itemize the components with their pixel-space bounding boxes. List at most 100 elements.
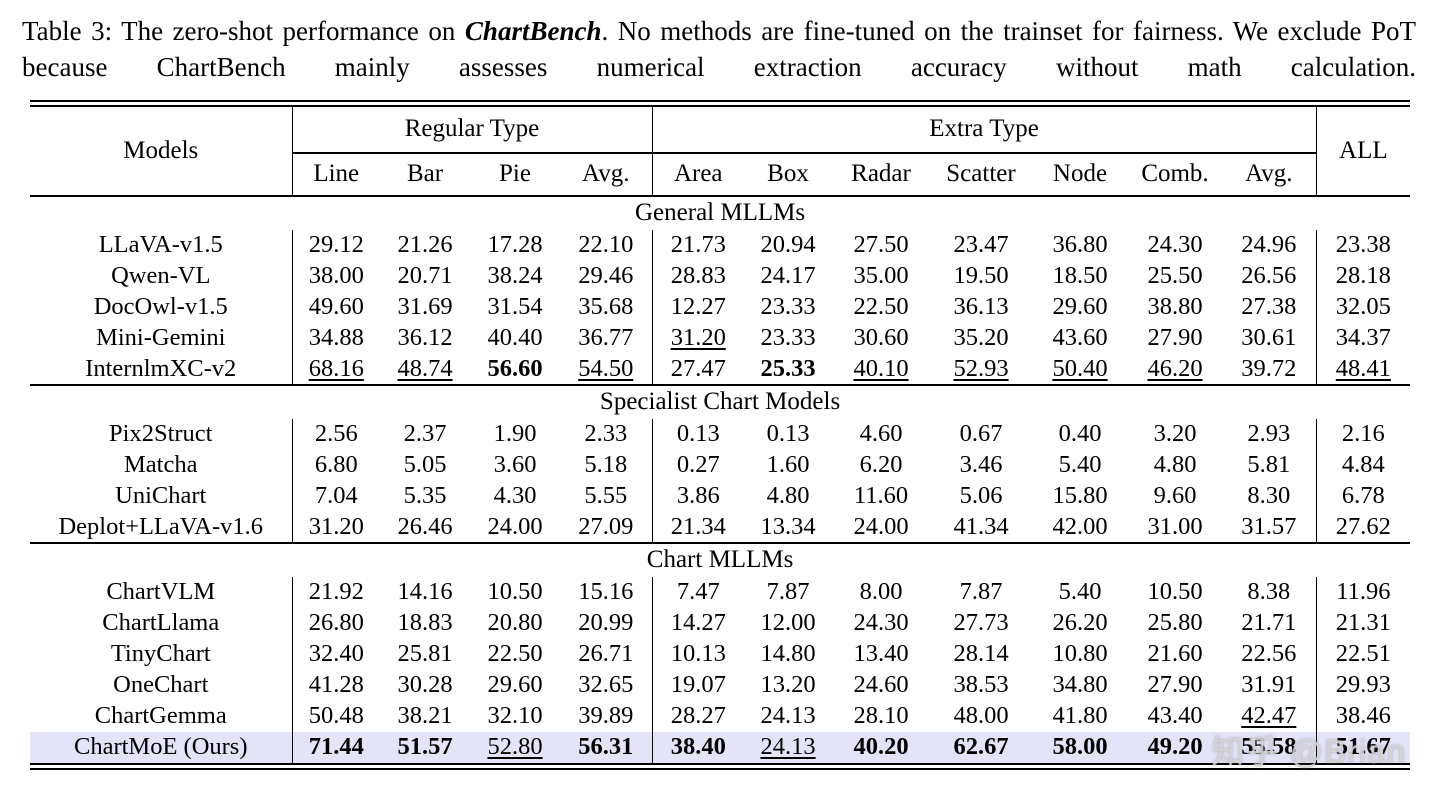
score-cell: 28.10	[853, 702, 909, 730]
score-cell: 29.46	[578, 262, 634, 290]
score-cell: 41.80	[1052, 702, 1108, 730]
score-cell: 5.40	[1058, 451, 1102, 479]
table-row: Qwen-VL 38.00 20.71 38.24 29.46 28.83 24.17 35.…	[30, 260, 1411, 292]
score-cell: 3.60	[493, 451, 537, 479]
col-header-radar: Radar	[832, 152, 930, 197]
score-cell: 26.20	[1052, 609, 1108, 637]
score-cell: 43.40	[1147, 702, 1203, 730]
score-cell: 36.80	[1052, 231, 1108, 259]
score-cell: 11.96	[1315, 576, 1411, 608]
model-name: ChartMoE (Ours)	[73, 733, 248, 761]
section-header-row: Specialist Chart Models	[30, 383, 1411, 419]
score-cell: 0.40	[1058, 420, 1102, 448]
caption-text-before: Table 3: The zero-shot performance on	[22, 16, 465, 46]
score-cell: 48.00	[953, 702, 1009, 730]
score-cell: 8.00	[859, 578, 903, 606]
score-cell: 27.47	[651, 353, 744, 385]
score-cell: 10.50	[1147, 578, 1203, 606]
section-title: Chart MLLMs	[30, 541, 1411, 577]
score-cell: 36.77	[578, 324, 634, 352]
score-cell: 18.83	[397, 609, 453, 637]
group-header-row: Models Regular Type Extra Type ALL	[30, 106, 1411, 197]
score-cell: 7.04	[291, 480, 380, 512]
model-name: UniChart	[115, 482, 207, 510]
score-cell: 27.90	[1147, 671, 1203, 699]
score-cell: 52.80	[487, 733, 543, 761]
score-cell: 42.47	[1241, 702, 1297, 730]
score-cell: 55.58	[1241, 733, 1297, 761]
score-cell: 11.60	[853, 482, 909, 510]
score-cell: 26.71	[578, 640, 634, 668]
score-cell: 6.78	[1315, 480, 1411, 512]
score-cell: 29.12	[291, 229, 380, 261]
score-cell: 28.83	[651, 260, 744, 292]
score-cell: 21.31	[1315, 607, 1411, 639]
table-row: ChartGemma 50.48 38.21 32.10 39.89 28.27 24.13…	[30, 700, 1411, 732]
score-cell: 26.80	[291, 607, 380, 639]
score-cell: 20.94	[760, 231, 816, 259]
score-cell: 42.00	[1052, 512, 1108, 540]
score-cell: 48.41	[1315, 353, 1411, 385]
score-cell: 5.55	[584, 482, 628, 510]
score-cell: 25.80	[1147, 609, 1203, 637]
score-cell: 49.60	[291, 291, 380, 323]
score-cell: 51.67	[1315, 731, 1411, 763]
score-cell: 23.47	[953, 231, 1009, 259]
score-cell: 22.50	[487, 640, 543, 668]
score-cell: 5.18	[584, 451, 628, 479]
col-header-avg: Avg.	[1222, 152, 1317, 197]
score-cell: 31.54	[487, 293, 543, 321]
col-group-regular-type: Regular Type	[291, 106, 652, 154]
score-cell: 27.50	[853, 231, 909, 259]
score-cell: 24.30	[1147, 231, 1203, 259]
score-cell: 21.73	[651, 229, 744, 261]
model-name: LLaVA-v1.5	[98, 231, 223, 259]
score-cell: 2.16	[1315, 418, 1411, 450]
score-cell: 38.80	[1147, 293, 1203, 321]
score-cell: 58.00	[1052, 733, 1108, 761]
score-cell: 49.20	[1147, 733, 1203, 761]
score-cell: 28.14	[953, 640, 1009, 668]
caption-chartbench: ChartBench	[464, 16, 602, 46]
col-header-pie: Pie	[470, 152, 560, 197]
score-cell: 52.93	[953, 354, 1009, 382]
table-row: LLaVA-v1.5 29.12 21.26 17.28 22.10 21.73 20.94…	[30, 229, 1411, 261]
score-cell: 31.20	[291, 511, 380, 543]
score-cell: 20.99	[578, 609, 634, 637]
score-cell: 31.57	[1241, 512, 1297, 540]
score-cell: 17.28	[487, 231, 543, 259]
score-cell: 30.61	[1241, 324, 1297, 352]
score-cell: 27.09	[578, 512, 634, 540]
score-cell: 35.20	[953, 324, 1009, 352]
table-row: TinyChart 32.40 25.81 22.50 26.71 10.13 14.80 1…	[30, 638, 1411, 670]
score-cell: 24.00	[853, 512, 909, 540]
score-cell: 34.37	[1315, 322, 1411, 354]
score-cell: 27.73	[953, 609, 1009, 637]
score-cell: 38.24	[487, 262, 543, 290]
score-cell: 71.44	[291, 731, 380, 763]
score-cell: 31.69	[397, 293, 453, 321]
score-cell: 50.48	[291, 700, 380, 732]
col-header-line: Line	[291, 152, 380, 197]
score-cell: 38.21	[397, 702, 453, 730]
col-header-area: Area	[651, 152, 744, 197]
score-cell: 9.60	[1153, 482, 1197, 510]
score-cell: 27.62	[1315, 511, 1411, 543]
score-cell: 22.10	[578, 231, 634, 259]
score-cell: 3.20	[1153, 420, 1197, 448]
score-cell: 19.50	[953, 262, 1009, 290]
score-cell: 5.35	[403, 482, 447, 510]
score-cell: 40.20	[853, 733, 909, 761]
score-cell: 24.17	[760, 262, 816, 290]
score-cell: 34.80	[1052, 671, 1108, 699]
score-cell: 68.16	[291, 353, 380, 385]
results-table: Models Regular Type Extra Type ALL Line B…	[30, 106, 1411, 763]
score-cell: 1.60	[766, 451, 810, 479]
score-cell: 54.50	[578, 354, 634, 382]
model-name: Pix2Struct	[109, 420, 213, 448]
score-cell: 20.71	[397, 262, 453, 290]
col-header-comb: Comb.	[1128, 152, 1222, 197]
score-cell: 0.67	[959, 420, 1003, 448]
score-cell: 21.26	[397, 231, 453, 259]
table-row: OneChart 41.28 30.28 29.60 32.65 19.07 13.20 24…	[30, 669, 1411, 701]
